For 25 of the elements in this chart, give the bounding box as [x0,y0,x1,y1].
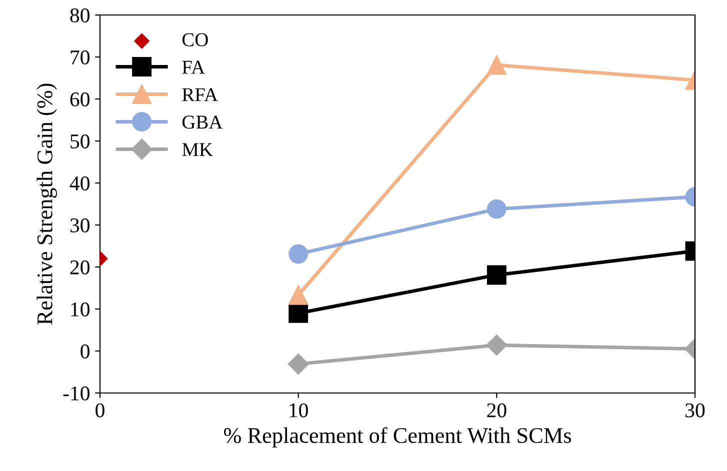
y-tick-label: 10 [71,302,90,316]
y-tick-label: 50 [70,134,90,148]
y-tick-label: 20 [70,260,90,274]
x-tick-label: 0 [96,403,104,418]
x-tick-label: 20 [487,403,506,418]
legend-label: MK [182,143,213,156]
x-axis-title: % Replacement of Cement With SCMs [224,427,572,448]
legend-label: RFA [182,88,218,102]
legend-label: CO [182,33,208,46]
legend-label: GBA [182,116,223,129]
y-tick-label: -10 [63,386,90,400]
y-tick-label: 0 [80,344,90,358]
x-tick-label: 10 [290,403,308,418]
y-tick-label: 60 [70,92,90,106]
y-tick-label: 40 [70,176,90,190]
y-tick-label: 70 [70,50,90,64]
legend-label: FA [182,60,205,74]
point [288,285,308,305]
y-tick-label: 80 [70,8,90,22]
point [288,354,309,375]
point [288,244,308,264]
x-tick-label: 30 [686,403,705,418]
y-tick-label: 30 [70,218,90,232]
y-axis-title: Relative Strength Gain (%) [36,84,57,325]
point [288,303,308,323]
